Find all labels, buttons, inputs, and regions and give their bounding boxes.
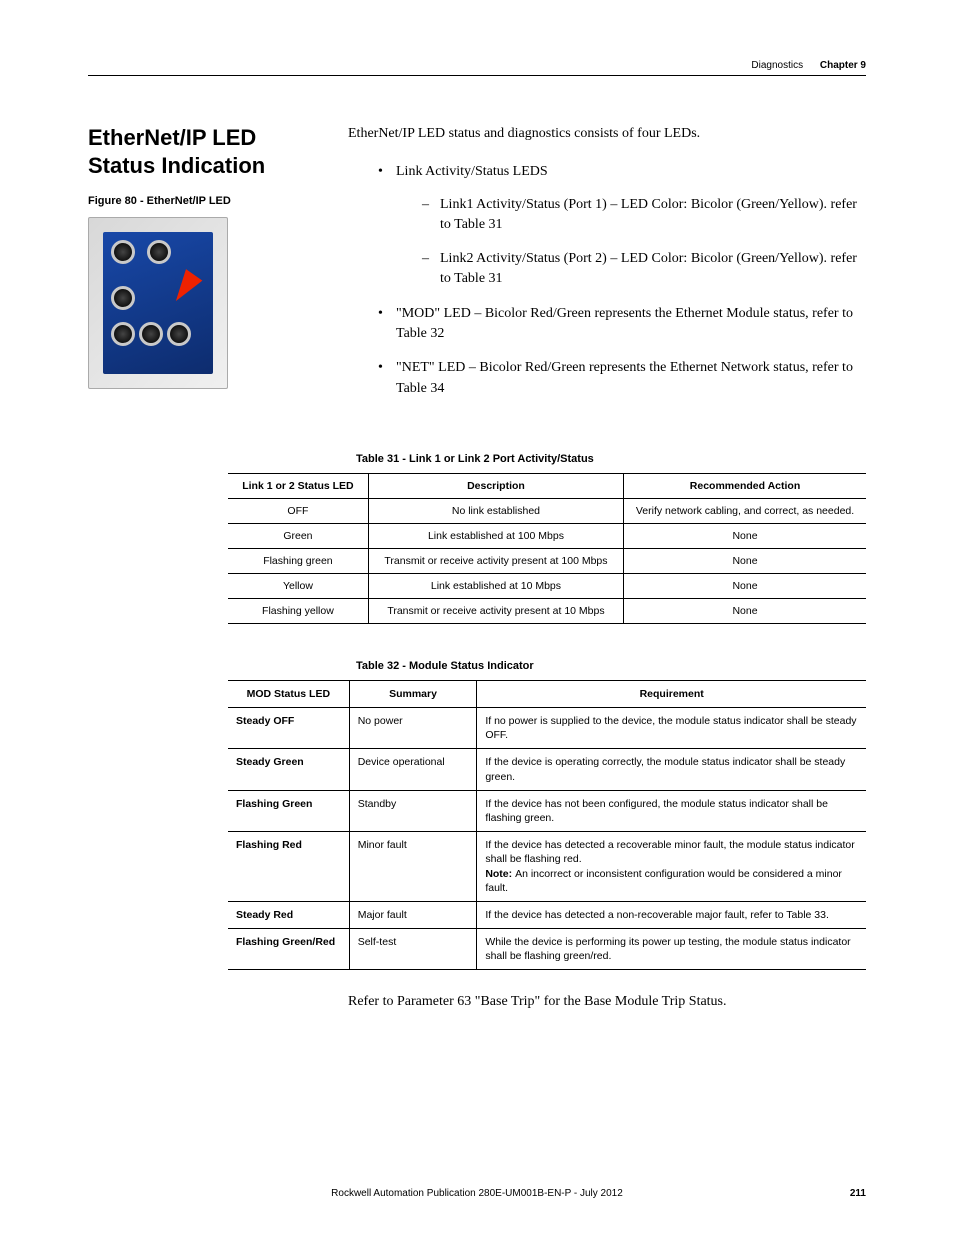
table-cell: Flashing Green	[228, 790, 349, 831]
th: Recommended Action	[624, 473, 866, 498]
table-cell: Link established at 100 Mbps	[368, 523, 623, 548]
table-cell: No link established	[368, 498, 623, 523]
header-chapter: Chapter 9	[820, 60, 866, 71]
table-cell: If the device has detected a non-recover…	[477, 901, 866, 928]
bullet-item: Link Activity/Status LEDS Link1 Activity…	[378, 162, 866, 289]
table-cell: Major fault	[349, 901, 477, 928]
table-cell: Steady Red	[228, 901, 349, 928]
figure-caption: Figure 80 - EtherNet/IP LED	[88, 195, 320, 207]
footer-publication: Rockwell Automation Publication 280E-UM0…	[331, 1188, 623, 1199]
table-cell: No power	[349, 708, 477, 749]
bullet-list: Link Activity/Status LEDS Link1 Activity…	[378, 162, 866, 399]
header-section: Diagnostics	[751, 60, 803, 71]
table-row: Flashing yellowTransmit or receive activ…	[228, 598, 866, 623]
table-row: Steady GreenDevice operationalIf the dev…	[228, 749, 866, 790]
page-footer: Rockwell Automation Publication 280E-UM0…	[88, 1188, 866, 1199]
bullet-item: "MOD" LED – Bicolor Red/Green represents…	[378, 304, 866, 345]
table-cell: Flashing Green/Red	[228, 929, 349, 970]
bullet-text: Link Activity/Status LEDS	[396, 164, 548, 179]
table-cell: Minor fault	[349, 832, 477, 902]
th: MOD Status LED	[228, 680, 349, 707]
table-cell: None	[624, 523, 866, 548]
th: Link 1 or 2 Status LED	[228, 473, 368, 498]
table-cell: Green	[228, 523, 368, 548]
table-cell: None	[624, 573, 866, 598]
table-row: Flashing Green/RedSelf-testWhile the dev…	[228, 929, 866, 970]
table-cell: None	[624, 548, 866, 573]
table-cell: Standby	[349, 790, 477, 831]
page-number: 211	[850, 1188, 866, 1199]
table-cell: Steady Green	[228, 749, 349, 790]
section-heading: EtherNet/IP LED Status Indication	[88, 124, 320, 179]
closing-paragraph: Refer to Parameter 63 "Base Trip" for th…	[348, 992, 866, 1012]
table-cell: Link established at 10 Mbps	[368, 573, 623, 598]
sub-item: Link1 Activity/Status (Port 1) – LED Col…	[422, 195, 866, 236]
table-cell: Yellow	[228, 573, 368, 598]
table-cell: If the device has detected a recoverable…	[477, 832, 866, 902]
bullet-item: "NET" LED – Bicolor Red/Green represents…	[378, 358, 866, 399]
th: Requirement	[477, 680, 866, 707]
th: Description	[368, 473, 623, 498]
page-header: Diagnostics Chapter 9	[88, 60, 866, 76]
table-cell: Device operational	[349, 749, 477, 790]
table-row: Flashing GreenStandbyIf the device has n…	[228, 790, 866, 831]
table-32: MOD Status LED Summary Requirement Stead…	[228, 680, 866, 970]
table-row: OFFNo link establishedVerify network cab…	[228, 498, 866, 523]
table-cell: If no power is supplied to the device, t…	[477, 708, 866, 749]
table-cell: Flashing Red	[228, 832, 349, 902]
table-row: YellowLink established at 10 MbpsNone	[228, 573, 866, 598]
sub-item: Link2 Activity/Status (Port 2) – LED Col…	[422, 249, 866, 290]
table32-caption: Table 32 - Module Status Indicator	[356, 660, 866, 672]
table-cell: Self-test	[349, 929, 477, 970]
table-cell: If the device has not been configured, t…	[477, 790, 866, 831]
table-cell: Verify network cabling, and correct, as …	[624, 498, 866, 523]
figure-image	[88, 217, 228, 389]
table-row: Steady OFFNo powerIf no power is supplie…	[228, 708, 866, 749]
table-31: Link 1 or 2 Status LED Description Recom…	[228, 473, 866, 624]
table-row: Steady RedMajor faultIf the device has d…	[228, 901, 866, 928]
table-cell: While the device is performing its power…	[477, 929, 866, 970]
table-cell: None	[624, 598, 866, 623]
table-row: GreenLink established at 100 MbpsNone	[228, 523, 866, 548]
table-cell: Steady OFF	[228, 708, 349, 749]
table-cell: Flashing yellow	[228, 598, 368, 623]
table-cell: Transmit or receive activity present at …	[368, 598, 623, 623]
table-cell: Transmit or receive activity present at …	[368, 548, 623, 573]
intro-paragraph: EtherNet/IP LED status and diagnostics c…	[348, 124, 866, 144]
table-cell: If the device is operating correctly, th…	[477, 749, 866, 790]
table-row: Flashing greenTransmit or receive activi…	[228, 548, 866, 573]
table31-caption: Table 31 - Link 1 or Link 2 Port Activit…	[356, 453, 866, 465]
table-row: Flashing RedMinor faultIf the device has…	[228, 832, 866, 902]
sub-list: Link1 Activity/Status (Port 1) – LED Col…	[422, 195, 866, 290]
th: Summary	[349, 680, 477, 707]
table-cell: Flashing green	[228, 548, 368, 573]
table-cell: OFF	[228, 498, 368, 523]
